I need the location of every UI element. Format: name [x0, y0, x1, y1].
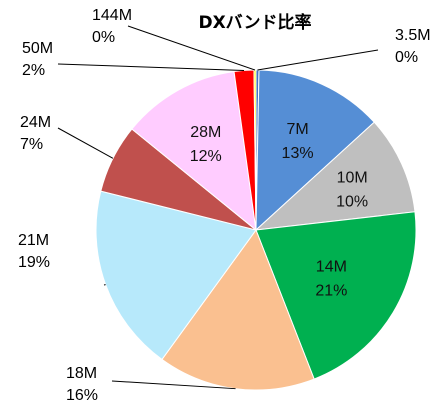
- slice-21m: [95, 190, 257, 361]
- leader-50m: [57, 63, 245, 71]
- label-percent-144m: 0%: [92, 29, 115, 46]
- label-percent-3-5m: 0%: [395, 49, 418, 66]
- label-50m: 50M 2%: [22, 40, 53, 79]
- label-name-3-5m: 3.5M: [395, 27, 431, 44]
- leader-24m: [57, 127, 114, 159]
- slice-28m: [131, 70, 257, 232]
- label-21m: 21M 19%: [18, 232, 50, 271]
- label-144m: 144M 0%: [92, 7, 132, 46]
- chart-title: DXバンド比率: [198, 12, 311, 33]
- slice-10m: [254, 121, 416, 231]
- label-name-18m: 18M: [66, 365, 97, 382]
- data-labels: 3.5M 0%7M 13%10M 10%14M 21%18M 16%21M 19%24M 7%…: [18, 7, 431, 404]
- leader-18m: [111, 380, 236, 390]
- leader-3-5m: [257, 49, 379, 71]
- label-name-24m: 24M: [20, 114, 51, 131]
- label-name-28m: 28M: [190, 124, 221, 141]
- label-percent-28m: 12%: [190, 148, 222, 165]
- label-percent-7m: 13%: [282, 145, 314, 162]
- label-10m: 10M 10%: [336, 169, 368, 210]
- label-name-21m: 21M: [18, 232, 49, 249]
- label-name-14m: 14M: [316, 258, 347, 275]
- label-percent-18m: 16%: [66, 387, 98, 404]
- label-percent-21m: 19%: [18, 254, 50, 271]
- slice-14m: [255, 211, 417, 380]
- label-percent-10m: 10%: [336, 193, 368, 210]
- label-7m: 7M 13%: [282, 121, 314, 162]
- label-name-10m: 10M: [337, 169, 368, 186]
- label-18m: 18M 16%: [66, 365, 98, 404]
- label-28m: 28M 12%: [190, 124, 222, 165]
- label-percent-50m: 2%: [22, 62, 45, 79]
- label-24m: 24M 7%: [20, 114, 51, 153]
- label-14m: 14M 21%: [315, 258, 347, 299]
- pie-slices: [95, 69, 417, 391]
- label-name-144m: 144M: [92, 7, 132, 24]
- label-name-7m: 7M: [286, 121, 308, 138]
- label-3-5m: 3.5M 0%: [395, 27, 431, 66]
- label-percent-14m: 21%: [315, 282, 347, 299]
- label-percent-24m: 7%: [20, 136, 43, 153]
- slice-7m: [255, 69, 375, 232]
- leader-lines: [57, 25, 379, 390]
- leader-144m: [127, 25, 256, 71]
- label-name-50m: 50M: [22, 40, 53, 57]
